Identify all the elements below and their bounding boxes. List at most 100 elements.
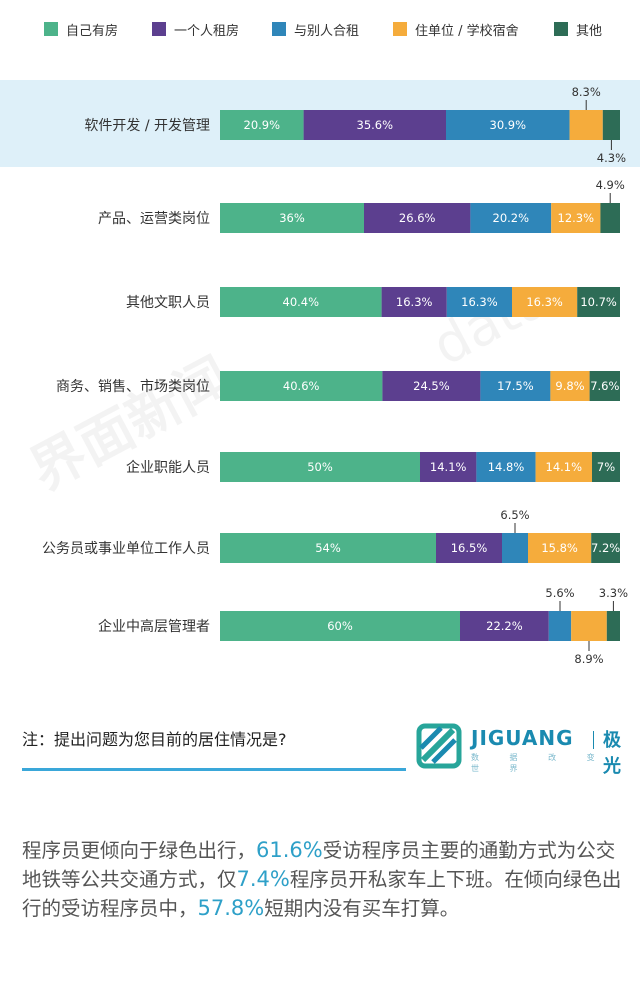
value-label: 20.2%: [493, 211, 530, 225]
value-label: 15.8%: [541, 541, 578, 555]
bar-segment: [381, 287, 447, 317]
value-label: 40.6%: [283, 379, 320, 393]
value-label: 16.3%: [526, 295, 563, 309]
legend-swatch: [44, 22, 58, 36]
legend-item: 其他: [554, 14, 602, 44]
legend-swatch: [152, 22, 166, 36]
paragraph-highlight: 7.4%: [236, 867, 290, 891]
bar-segment: [220, 371, 383, 401]
value-label: 26.6%: [399, 211, 436, 225]
value-label: 5.6%: [545, 586, 574, 600]
bar-segment: [470, 203, 552, 233]
bar-segment: [591, 533, 620, 563]
bar-segment: [220, 287, 382, 317]
bar-segment: [577, 287, 620, 317]
bar-segment: [550, 371, 590, 401]
bar-segment: [220, 452, 420, 482]
bar-segment: [528, 533, 592, 563]
value-label: 3.3%: [599, 586, 628, 600]
value-label: 24.5%: [413, 379, 450, 393]
value-label: 6.5%: [500, 508, 529, 522]
value-label: 16.3%: [461, 295, 498, 309]
legend-item: 自己有房: [44, 14, 118, 44]
value-label: 14.8%: [488, 460, 525, 474]
bar-segment: [502, 533, 528, 563]
value-label: 60%: [327, 619, 353, 633]
bar-segment: [446, 287, 512, 317]
category-label: 企业职能人员: [126, 459, 210, 476]
summary-paragraph: 程序员更倾向于绿色出行，61.6%受访程序员主要的通勤方式为公交地铁等公共交通方…: [22, 836, 622, 923]
legend-label: 自己有房: [66, 23, 119, 39]
value-label: 14.1%: [546, 460, 583, 474]
bar-segment: [512, 287, 578, 317]
bar-segment: [220, 611, 460, 641]
bar-segment: [602, 110, 620, 140]
legend-label: 住单位 / 学校宿舍: [415, 23, 519, 39]
bar-segment: [571, 611, 607, 641]
bar-segment: [476, 452, 536, 482]
paragraph-text: 短期内没有买车打算。: [264, 897, 460, 920]
category-label: 公务员或事业单位工作人员: [42, 541, 210, 557]
bar-segment: [548, 611, 572, 641]
value-label: 8.3%: [572, 85, 601, 99]
value-label: 7.6%: [590, 379, 619, 393]
bar-segment: [606, 611, 620, 641]
jiguang-logo-icon: [416, 723, 462, 769]
legend-swatch: [554, 22, 568, 36]
value-label: 54%: [315, 541, 341, 555]
note-underline: [22, 768, 406, 771]
paragraph-highlight: 57.8%: [197, 896, 265, 920]
value-label: 36%: [279, 211, 305, 225]
bar-segment: [460, 611, 549, 641]
category-label: 企业中高层管理者: [98, 618, 210, 635]
category-label: 软件开发 / 开发管理: [84, 118, 210, 134]
bar-segment: [551, 203, 601, 233]
logo-wordmark: JIGUANG: [471, 726, 574, 750]
value-label: 7%: [597, 460, 615, 474]
value-label: 14.1%: [430, 460, 467, 474]
bar-segment: [220, 533, 436, 563]
value-label: 4.9%: [596, 178, 625, 192]
value-label: 30.9%: [490, 118, 527, 132]
value-label: 50%: [307, 460, 333, 474]
bar-segment: [589, 371, 620, 401]
value-label: 40.4%: [283, 295, 320, 309]
value-label: 8.9%: [574, 652, 603, 666]
paragraph-text: 受访程序员主要的通勤方式为公交地铁等公共交通方式，仅: [22, 839, 616, 891]
paragraph-highlight: 61.6%: [256, 838, 323, 862]
category-label: 商务、销售、市场类岗位: [56, 378, 210, 395]
legend-swatch: [272, 22, 286, 36]
logo-chinese-name: 极光: [603, 730, 621, 777]
bar-segment: [220, 110, 304, 140]
bar-segment: [220, 203, 364, 233]
jiguang-logo: JIGUANG 极光 数 据 改 变 世 界: [413, 722, 628, 777]
legend-item: 一个人租房: [152, 14, 239, 44]
legend-label: 其他: [576, 23, 603, 39]
legend-item: 住单位 / 学校宿舍: [393, 14, 519, 44]
legend-label: 一个人租房: [174, 23, 240, 39]
value-label: 9.8%: [555, 379, 584, 393]
bar-segment: [303, 110, 446, 140]
paragraph-text: 程序员更倾向于绿色出行，: [22, 839, 257, 862]
bar-segment: [364, 203, 471, 233]
bar-segment: [600, 203, 620, 233]
legend-label: 与别人合租: [294, 23, 360, 39]
value-label: 17.5%: [497, 379, 534, 393]
value-label: 20.9%: [244, 118, 281, 132]
bar-segment: [535, 452, 592, 482]
logo-tagline: 数 据 改 变 世 界: [471, 753, 609, 773]
value-label: 12.3%: [558, 211, 595, 225]
bar-segment: [446, 110, 570, 140]
value-label: 7.2%: [591, 541, 620, 555]
legend-swatch: [393, 22, 407, 36]
paragraph-text: 程序员开私家车上下班。在倾向绿色出行的受访程序员中，: [22, 868, 622, 920]
value-label: 35.6%: [357, 118, 394, 132]
bar-segment: [420, 452, 477, 482]
legend-item: 与别人合租: [272, 14, 359, 44]
value-label: 10.7%: [580, 295, 617, 309]
category-label: 其他文职人员: [126, 295, 210, 311]
stacked-bar-chart: 软件开发 / 开发管理 20.9% 35.6% 30.9% 8.3% 4.3% 产品、运营类…: [42, 85, 628, 666]
bar-segment: [382, 371, 481, 401]
logo-separator: [593, 731, 594, 749]
value-label: 4.3%: [597, 151, 626, 165]
